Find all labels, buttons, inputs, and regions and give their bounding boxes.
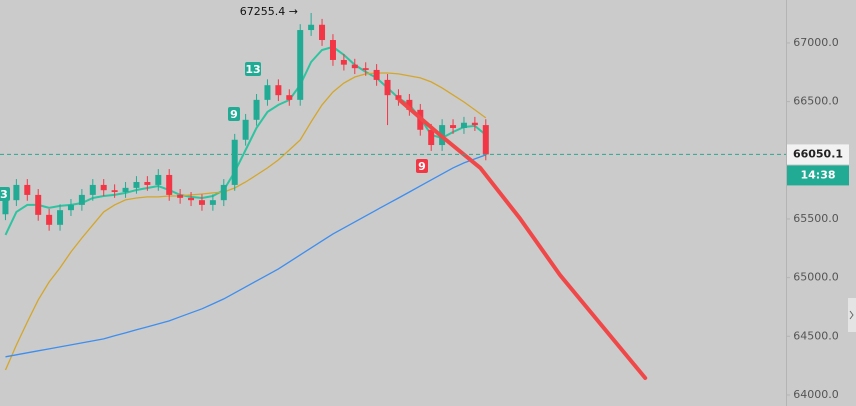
candle-body (24, 184, 31, 195)
signal-label: 9 (418, 160, 426, 173)
price-axis (786, 0, 856, 406)
moving-average (4, 45, 487, 236)
candle-body (35, 194, 42, 215)
candle-body (78, 194, 85, 205)
y-tick-label: 64000.0 (793, 388, 839, 401)
candle-body (471, 122, 478, 126)
candle-body (57, 210, 64, 225)
candle-body (297, 30, 304, 100)
high-label: 67255.4 → (240, 5, 298, 18)
candle-body (286, 95, 293, 100)
candle-body (188, 197, 195, 201)
candle-body (220, 184, 227, 201)
candle-body (395, 95, 402, 100)
candle-body (231, 139, 238, 185)
candle-body (460, 122, 467, 129)
candle-body (133, 181, 140, 188)
countdown-box (787, 165, 849, 186)
signal-badge (245, 62, 261, 76)
candle-body (482, 125, 489, 155)
last-price-label: 66050.1 (793, 147, 843, 160)
candle-body (2, 200, 9, 215)
signal-label: 3 (0, 188, 8, 201)
candle-body (13, 184, 20, 201)
moving-average (5, 154, 487, 358)
candle-body (428, 129, 435, 146)
signal-badge (0, 187, 10, 201)
y-tick-label: 64500.0 (793, 329, 839, 342)
candle-body (166, 174, 173, 195)
side-tab[interactable] (848, 298, 856, 332)
candle-body (362, 68, 369, 70)
signal-badge (228, 107, 240, 121)
candle-body (319, 24, 326, 41)
candle-body (275, 85, 282, 96)
signal-badge (416, 159, 428, 173)
y-tick-label: 65500.0 (793, 212, 839, 225)
candle-body (384, 79, 391, 96)
candle-body (450, 125, 457, 129)
candle-body (351, 64, 358, 69)
candle-body (209, 200, 216, 205)
trend-line (397, 98, 648, 380)
y-tick-label: 67000.0 (793, 36, 839, 49)
candle-body (329, 40, 336, 60)
signal-label: 9 (230, 108, 238, 121)
candle-body (264, 85, 271, 100)
candle-body (67, 204, 74, 211)
moving-average (4, 72, 487, 371)
candle-body (46, 214, 53, 225)
y-tick-label: 65000.0 (793, 271, 839, 284)
candle-body (177, 194, 184, 198)
candle-body (340, 59, 347, 65)
candle-body (242, 119, 249, 140)
signal-label: 13 (245, 63, 260, 76)
candle-body (122, 187, 129, 192)
candle-body (155, 174, 162, 185)
candle-body (144, 181, 151, 185)
countdown-label: 14:38 (800, 168, 835, 181)
side-tab-arrow (849, 310, 854, 320)
candle-body (253, 99, 260, 120)
candle-body (308, 24, 315, 31)
y-tick-label: 66500.0 (793, 95, 839, 108)
candle-body (373, 69, 380, 80)
last-price-box (787, 144, 849, 165)
candle-body (406, 99, 413, 110)
candle-body (89, 184, 96, 195)
candle-body (100, 184, 107, 191)
candle-body (198, 200, 205, 205)
candle-body (111, 190, 118, 192)
